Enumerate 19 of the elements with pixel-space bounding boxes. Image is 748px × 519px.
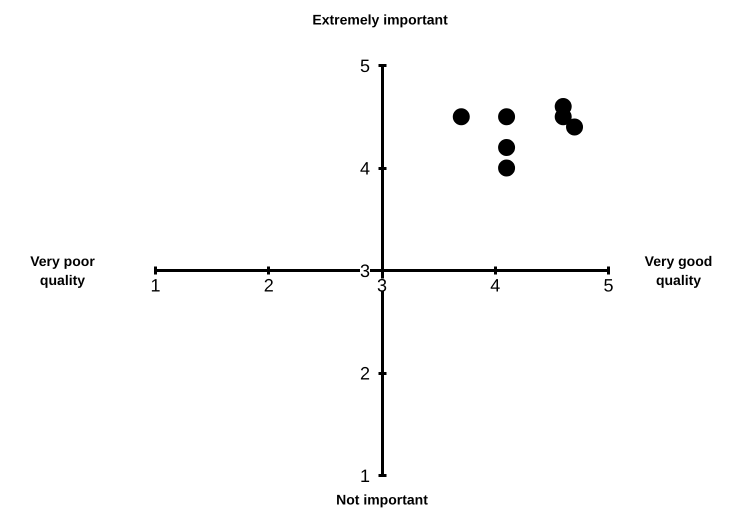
point [498, 108, 516, 126]
y-tick-label: 1 [360, 466, 370, 486]
point [452, 108, 470, 126]
point [566, 118, 584, 136]
y-tick-label: 2 [360, 364, 370, 384]
point [498, 139, 516, 156]
x-tick-label: 5 [603, 276, 614, 296]
x-tick-label: 4 [490, 276, 500, 296]
y-tick-label: 5 [360, 56, 370, 76]
y-tick-label: 4 [360, 158, 370, 178]
y-tick-label: 3 [360, 261, 370, 281]
text: Very good quality [644, 252, 712, 288]
x-tick-label: 1 [150, 276, 161, 296]
point [498, 160, 516, 176]
x-tick-label: 3 [376, 276, 388, 296]
text: Not important [336, 492, 428, 508]
text: Extremely important [312, 12, 448, 28]
text: Very poor quality [30, 252, 96, 288]
x-tick-label: 2 [264, 276, 274, 296]
